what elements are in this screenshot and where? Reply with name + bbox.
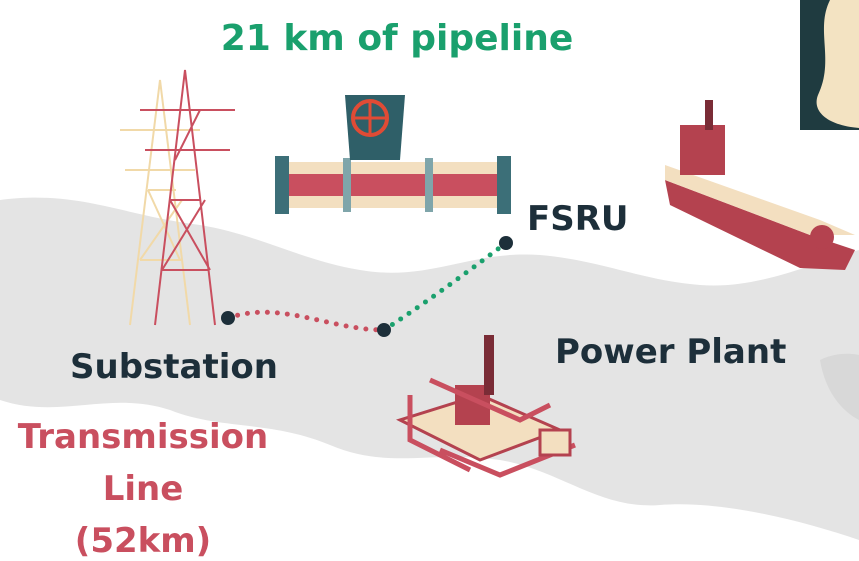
node-junction <box>377 323 391 337</box>
ship <box>665 100 855 270</box>
transmission-label: (52km) <box>75 521 211 561</box>
power-plant-label: Power Plant <box>555 332 786 372</box>
transmission-label: Transmission <box>18 417 268 457</box>
tower <box>120 69 235 326</box>
substation-label: Substation <box>70 347 278 387</box>
node-substation <box>221 311 235 325</box>
title: 21 km of pipeline <box>221 18 574 59</box>
fsru-label: FSRU <box>527 199 629 239</box>
node-fsru <box>499 236 513 250</box>
land <box>0 197 859 540</box>
map-inset <box>800 0 859 130</box>
transmission-label: Line <box>103 469 184 509</box>
pipeline-route <box>381 240 509 333</box>
pipeline <box>275 95 511 214</box>
land-east <box>820 353 859 420</box>
transmission-route <box>225 309 387 333</box>
power-plant <box>396 335 576 478</box>
